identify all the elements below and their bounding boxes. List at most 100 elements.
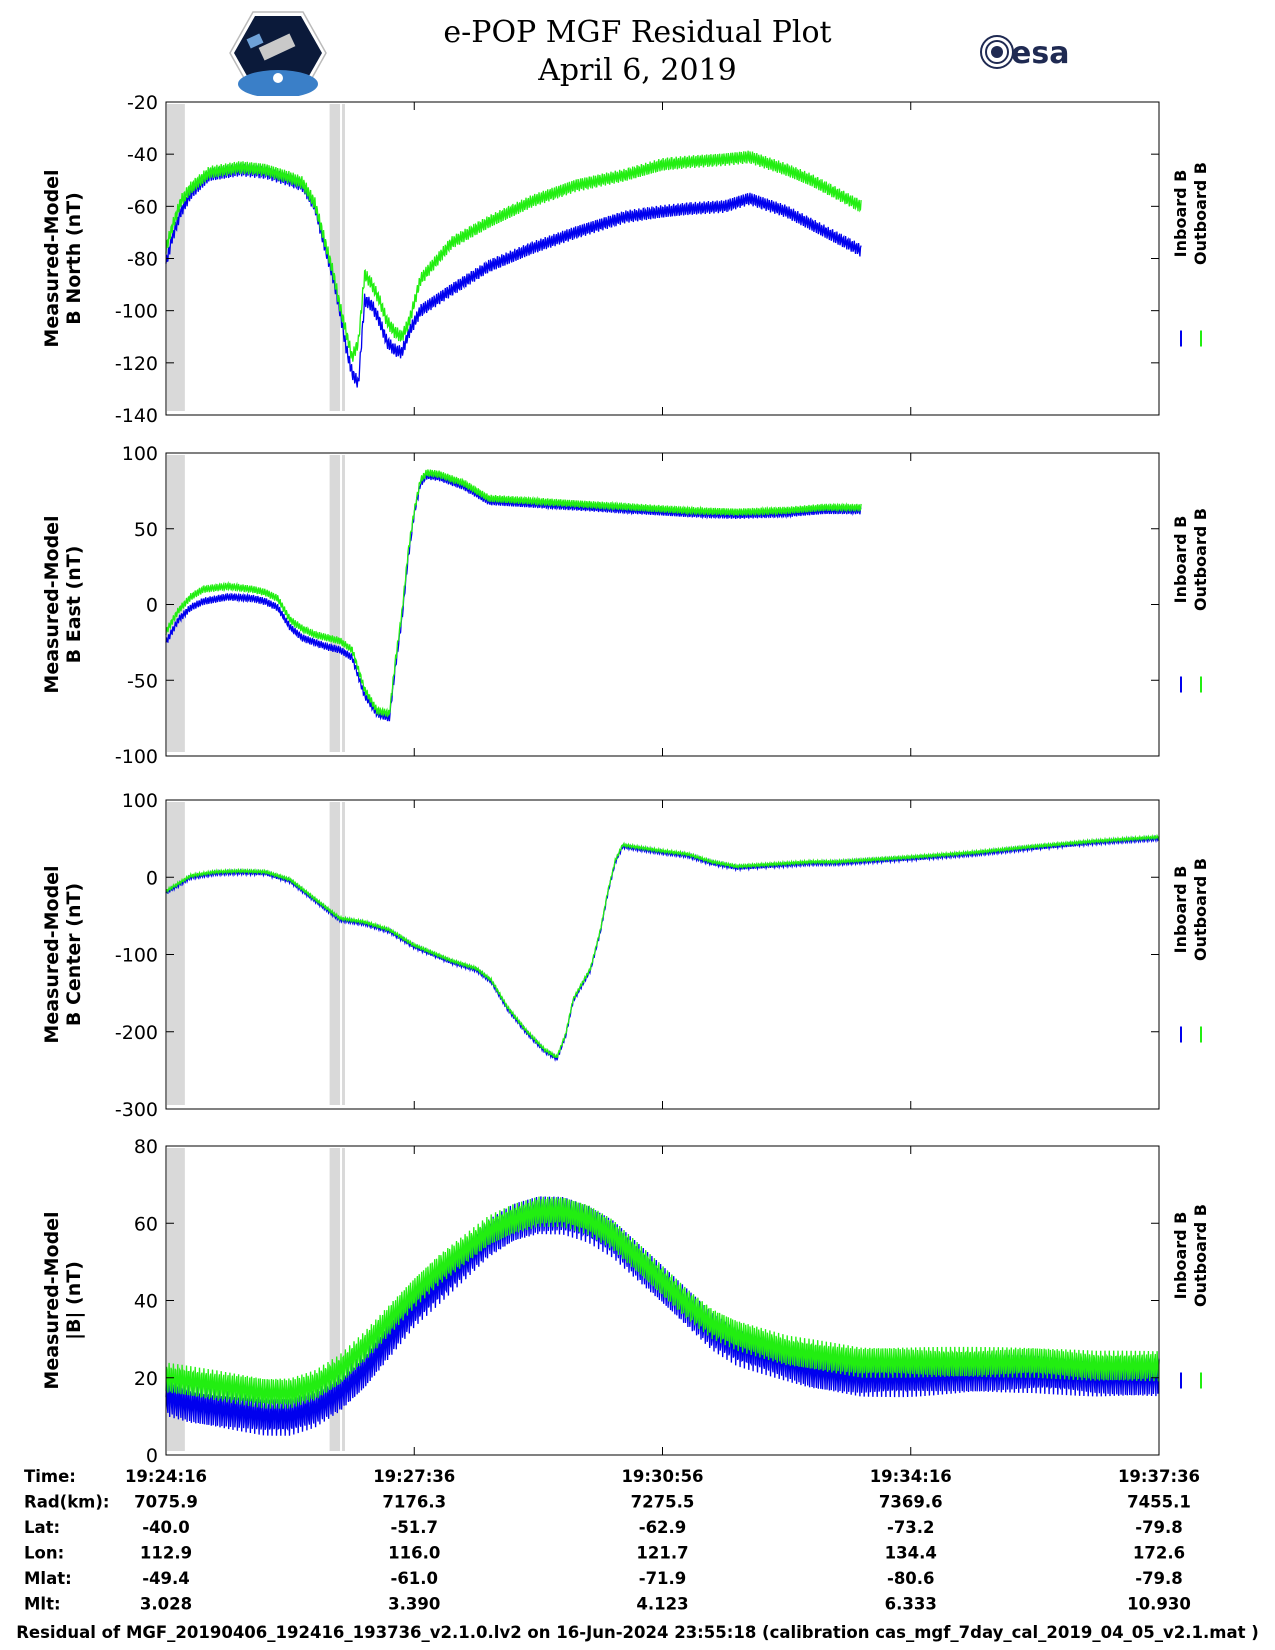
ephemeris-row-label: Time: [24, 1467, 76, 1486]
y-tick-label: -100 [115, 301, 158, 323]
y-tick-label: 0 [146, 1445, 158, 1467]
y-tick-label: -80 [127, 249, 158, 271]
y-tick-label: 60 [134, 1213, 158, 1235]
y-axis-label-line2: B East (nT) [63, 546, 85, 664]
ephemeris-value: -79.8 [1135, 1569, 1183, 1588]
ephemeris-value: 172.6 [1133, 1544, 1185, 1563]
y-axis-label-line2: B North (nT) [63, 192, 85, 325]
inboard-trace [165, 834, 1160, 1062]
ephemeris-value: 4.123 [636, 1595, 688, 1614]
y-tick-label: 20 [134, 1368, 158, 1390]
ephemeris-value: 134.4 [885, 1544, 937, 1563]
y-tick-label: -50 [127, 670, 158, 692]
gap-shade [342, 802, 345, 1105]
inboard-trace [165, 163, 862, 388]
gap-shade [329, 1148, 341, 1451]
y-tick-label: -120 [115, 353, 158, 375]
ephemeris-value: 7455.1 [1127, 1493, 1191, 1512]
y-tick-label: 40 [134, 1291, 158, 1313]
time-tick-label: 19:34:16 [870, 1467, 952, 1486]
y-tick-label: 0 [146, 867, 158, 889]
ephemeris-value: 10.930 [1127, 1595, 1191, 1614]
ephemeris-value: -62.9 [639, 1518, 687, 1537]
gap-shade [342, 1148, 345, 1451]
ephemeris-value: -49.4 [142, 1569, 190, 1588]
footer-caption: Residual of MGF_20190406_192416_193736_v… [16, 1623, 1259, 1642]
y-tick-label: -60 [127, 196, 158, 218]
ephemeris-value: 6.333 [885, 1595, 937, 1614]
time-tick-label: 19:27:36 [373, 1467, 455, 1486]
gap-shade [342, 104, 345, 411]
ephemeris-value: 7369.6 [879, 1493, 943, 1512]
ephemeris-value: 7275.5 [631, 1493, 695, 1512]
ephemeris-value: -80.6 [887, 1569, 935, 1588]
legend-labels: Inboard BOutboard B [1171, 1204, 1210, 1307]
page-title: e-POP MGF Residual Plot April 6, 2019 [0, 14, 1275, 90]
outboard-trace [165, 150, 862, 362]
inboard-trace [165, 1196, 1160, 1436]
y-tick-label: -200 [115, 1022, 158, 1044]
panel-1: -20 -40 -60 -80 -100 -120 -140 Measured-ModelB … [41, 92, 1210, 427]
y-tick-label: 80 [134, 1136, 158, 1158]
ephemeris-row-label: Lat: [24, 1518, 60, 1537]
ephemeris-table: Time: Rad(km): Lat: Lon: Mlat: Mlt: 19:24:16 70… [24, 1467, 1200, 1614]
ephemeris-row-label: Rad(km): [24, 1493, 110, 1512]
ephemeris-value: 3.390 [388, 1595, 440, 1614]
y-axis-label: Measured-ModelB Center (nT) [41, 865, 85, 1043]
gap-shade [329, 455, 341, 752]
gap-shade [329, 802, 341, 1105]
time-tick-label: 19:24:16 [125, 1467, 207, 1486]
plot-frame [165, 452, 1160, 757]
y-axis-label-line1: Measured-Model [41, 515, 63, 693]
y-tick-label: 0 [146, 595, 158, 617]
legend-outboard-label: Outboard B [1191, 162, 1210, 265]
y-tick-label: -40 [127, 144, 158, 166]
legend-inboard-label: Inboard B [1171, 516, 1190, 604]
ephemeris-value: -51.7 [390, 1518, 438, 1537]
plot-frame [165, 799, 1160, 1110]
outboard-trace [165, 469, 862, 718]
ephemeris-value: 121.7 [636, 1544, 688, 1563]
ephemeris-value: -61.0 [390, 1569, 438, 1588]
y-axis-label: Measured-ModelB East (nT) [41, 515, 85, 693]
gap-shade [167, 104, 185, 411]
y-tick-label: -300 [115, 1099, 158, 1121]
legend-inboard-label: Inboard B [1171, 866, 1190, 954]
ephemeris-value: -79.8 [1135, 1518, 1183, 1537]
ephemeris-value: -73.2 [887, 1518, 935, 1537]
y-axis-label: Measured-Model|B| (nT) [41, 1211, 85, 1389]
gap-shade [342, 455, 345, 752]
y-axis-label-line1: Measured-Model [41, 865, 63, 1043]
legend-outboard-label: Outboard B [1191, 858, 1210, 961]
y-axis-label-line2: B Center (nT) [63, 883, 85, 1026]
legend-outboard-label: Outboard B [1191, 1204, 1210, 1307]
ephemeris-value: 3.028 [140, 1595, 192, 1614]
panel-4: 80 60 40 20 0 Measured-Model|B| (nT) Inboard B… [41, 1136, 1210, 1467]
panel-3: 100 0 -100 -200 -300 Measured-ModelB Center (… [41, 790, 1210, 1121]
legend-labels: Inboard BOutboard B [1171, 508, 1210, 611]
y-tick-label: -100 [115, 746, 158, 768]
time-tick-label: 19:37:36 [1118, 1467, 1200, 1486]
y-axis-label-line2: |B| (nT) [63, 1261, 85, 1340]
y-tick-label: 100 [122, 790, 158, 812]
legend-labels: Inboard BOutboard B [1171, 162, 1210, 265]
y-tick-label: 100 [122, 443, 158, 465]
legend-outboard-label: Outboard B [1191, 508, 1210, 611]
title-line-1: e-POP MGF Residual Plot [443, 15, 832, 50]
outboard-trace [165, 1196, 1160, 1409]
y-tick-label: -20 [127, 92, 158, 114]
title-line-2: April 6, 2019 [538, 53, 737, 88]
ephemeris-row-label: Lon: [24, 1544, 64, 1563]
ephemeris-value: 116.0 [388, 1544, 440, 1563]
ephemeris-value: 7075.9 [134, 1493, 198, 1512]
legend-labels: Inboard BOutboard B [1171, 858, 1210, 961]
ephemeris-value: -71.9 [639, 1569, 687, 1588]
y-axis-label-line1: Measured-Model [41, 1211, 63, 1389]
outboard-trace [165, 833, 1160, 1059]
legend-inboard-label: Inboard B [1171, 170, 1190, 258]
time-tick-label: 19:30:56 [621, 1467, 703, 1486]
esa-logo-text: esa [1011, 36, 1069, 71]
y-axis-label-line1: Measured-Model [41, 169, 63, 347]
esa-logo: esa [980, 35, 1069, 71]
